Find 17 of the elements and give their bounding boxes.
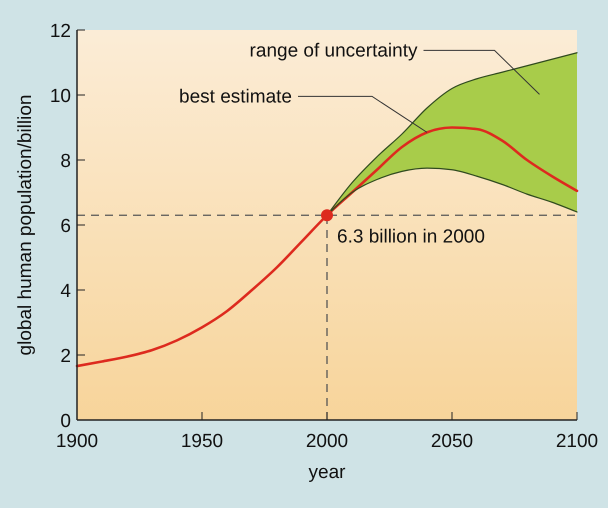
y-tick-label: 2 [60,346,71,367]
y-tick-label: 8 [60,151,71,172]
y-tick-label: 0 [60,411,71,432]
y-tick-label: 12 [50,21,71,42]
annotation: 6.3 billion in 2000 [337,226,485,248]
x-tick-label: 2000 [306,431,348,452]
annotation: range of uncertainty [250,40,418,62]
x-axis-title: year [308,462,346,483]
y-tick-label: 6 [60,216,71,237]
text: best estimate [179,86,292,108]
x-tick-label: 1900 [56,431,98,452]
x-tick-label: 2100 [556,431,598,452]
y-axis-title: global human population/billion [15,94,36,356]
x-tick-label: 2050 [430,431,474,452]
y-tick-label: 10 [50,86,71,107]
y-tick-label: 4 [60,281,72,302]
x-tick-label: 1950 [180,431,224,452]
